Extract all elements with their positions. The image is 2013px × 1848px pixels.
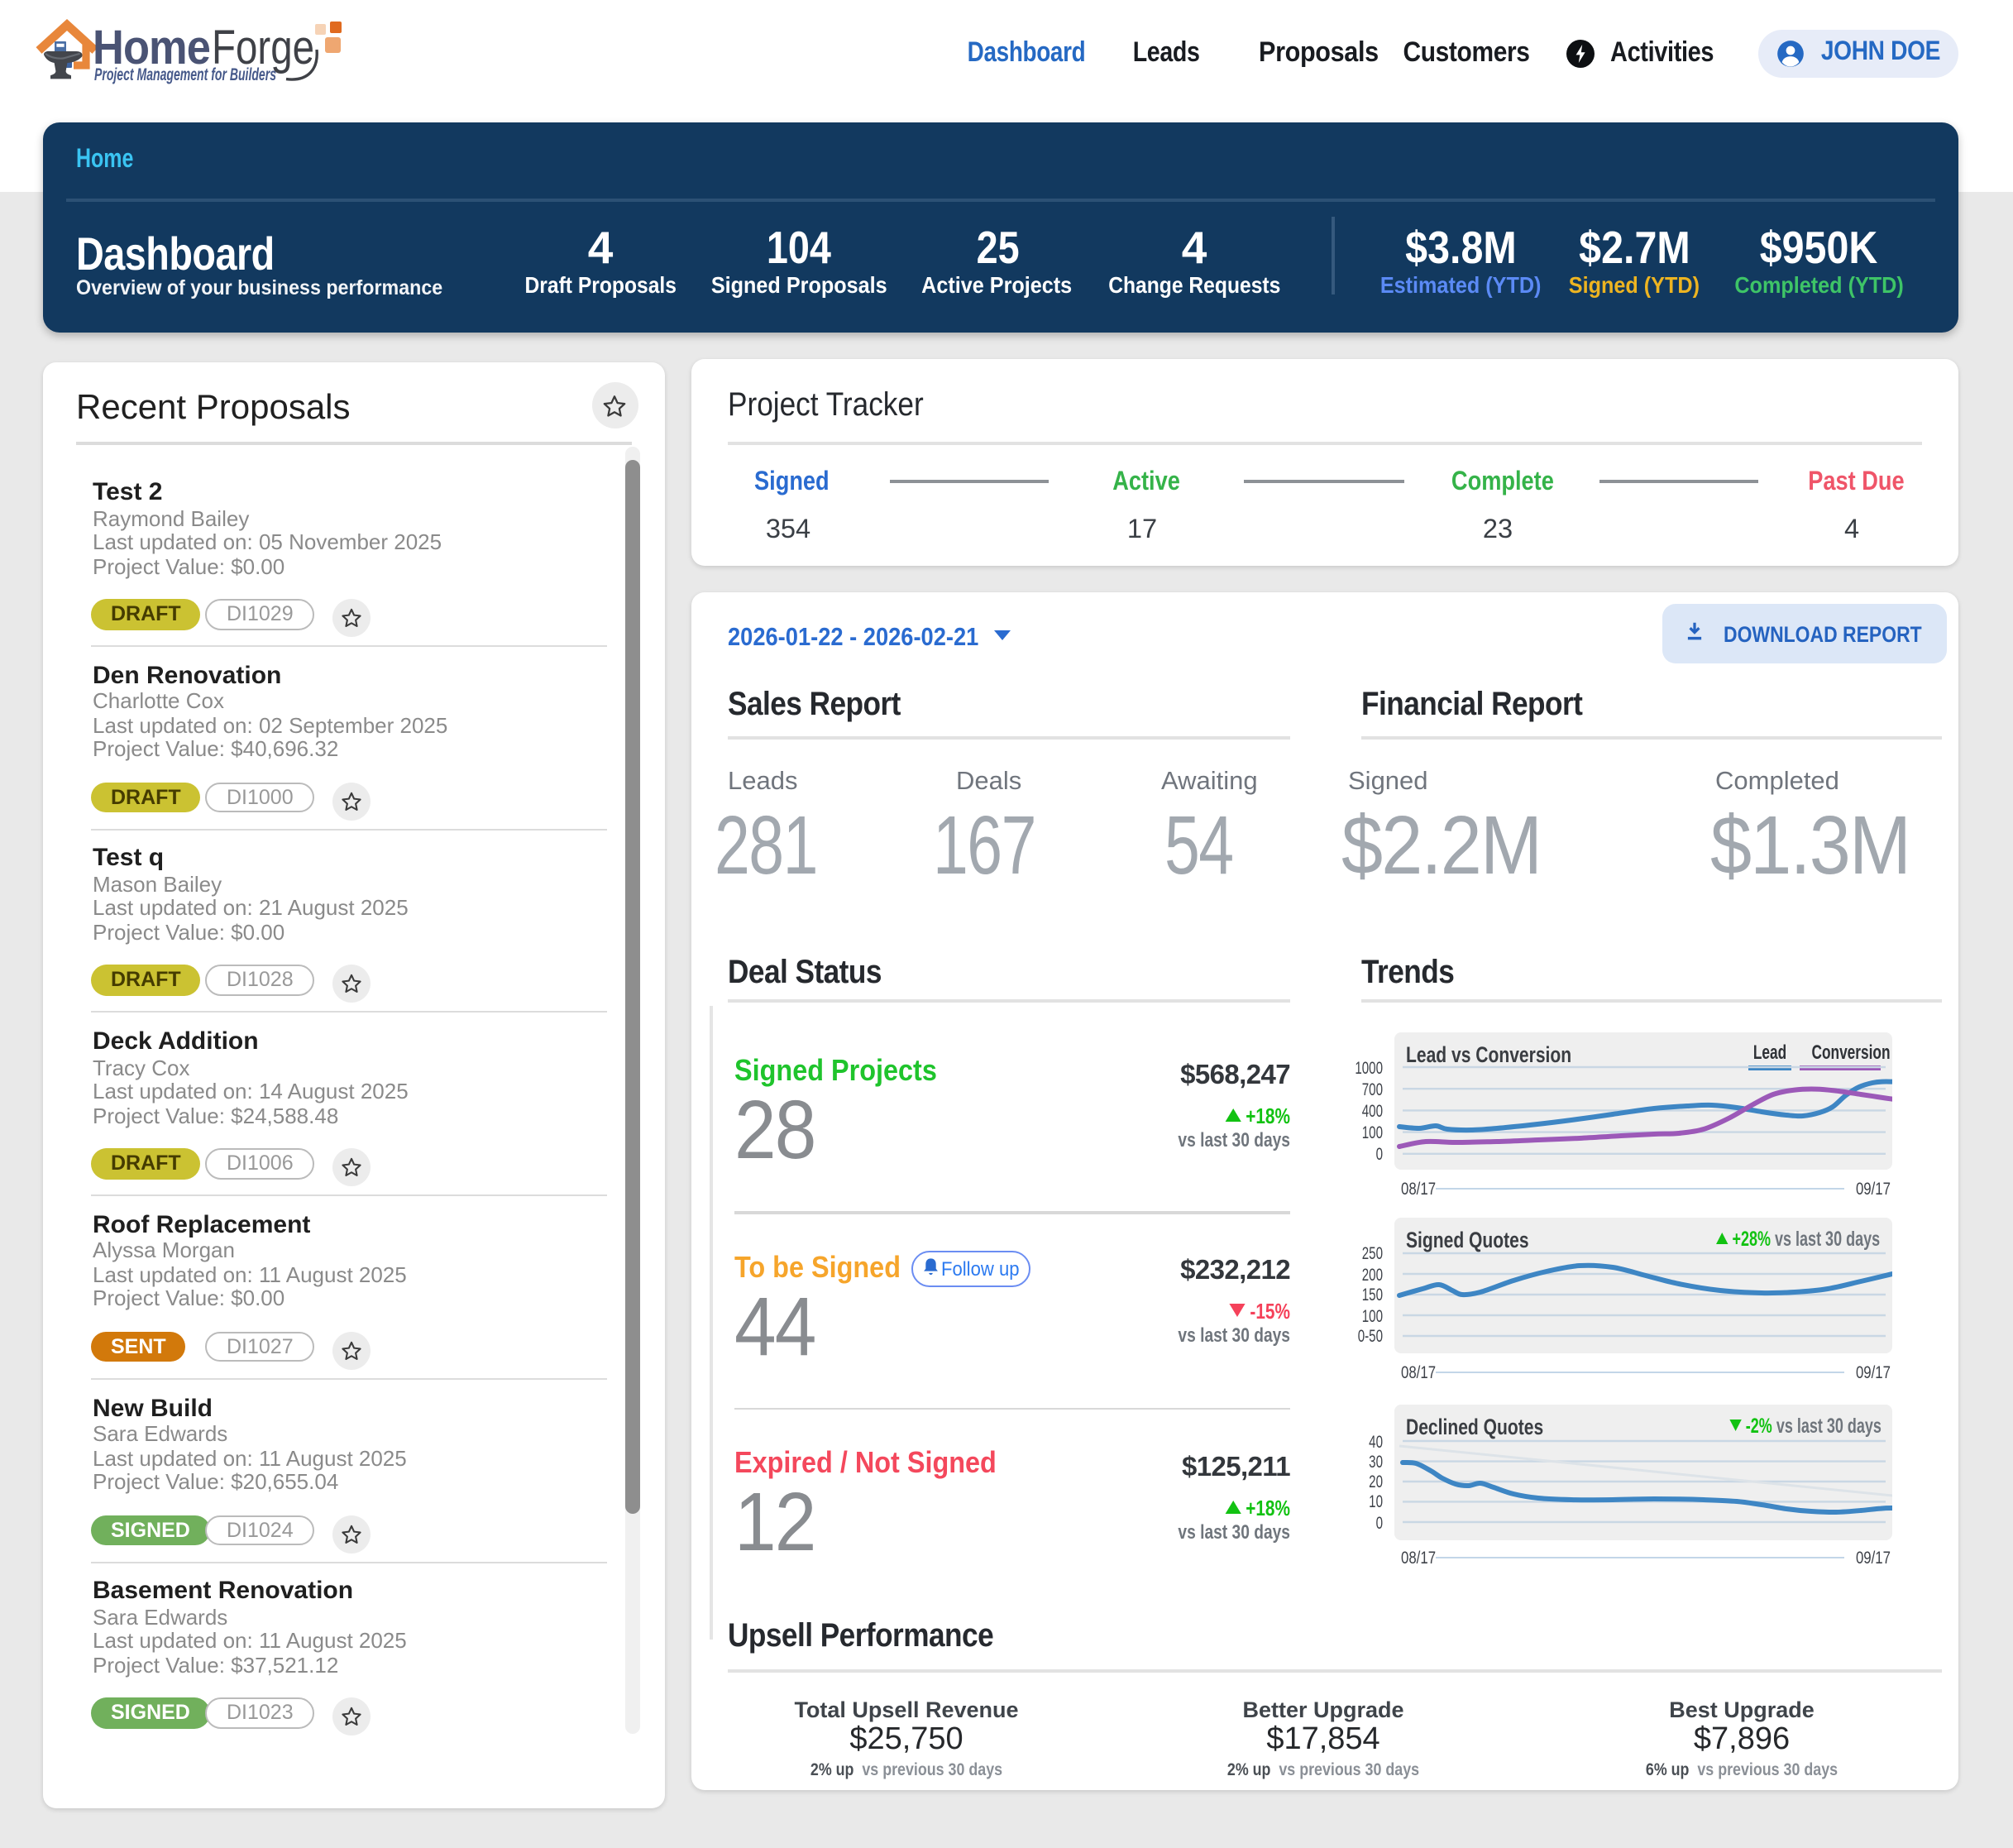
svg-text:Project Management for Builder: Project Management for Builders	[94, 64, 276, 84]
svg-text:Forge: Forge	[212, 21, 314, 74]
svg-text:Home: Home	[93, 21, 210, 74]
